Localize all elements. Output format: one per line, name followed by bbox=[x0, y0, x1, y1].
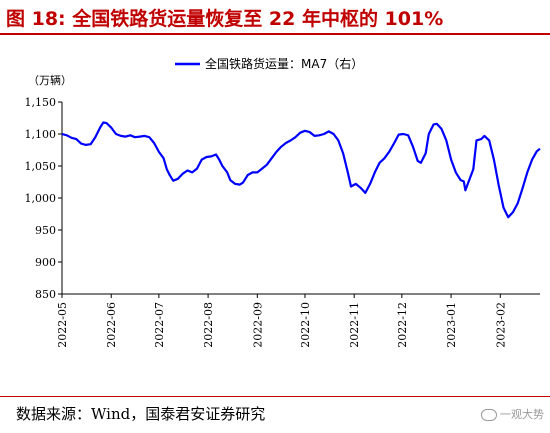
y-tick-label: 1,100 bbox=[25, 128, 57, 141]
legend: 全国铁路货运量：MA7（右） bbox=[175, 56, 363, 71]
x-tick-label: 2023-02 bbox=[494, 302, 507, 348]
title-bar: 图 18: 全国铁路货运量恢复至 22 年中枢的 101% bbox=[0, 0, 550, 34]
series-line bbox=[61, 121, 541, 219]
x-tick-label: 2022-05 bbox=[56, 302, 69, 348]
wechat-icon bbox=[481, 409, 497, 421]
x-tick-label: 2022-08 bbox=[202, 302, 215, 348]
x-tick-label: 2022-10 bbox=[299, 302, 312, 348]
data-source: 数据来源：Wind，国泰君安证券研究 bbox=[16, 405, 266, 423]
y-tick-label: 1,150 bbox=[25, 96, 57, 109]
x-tick-label: 2022-06 bbox=[105, 302, 118, 348]
y-tick-label: 1,000 bbox=[25, 192, 57, 205]
x-tick-label: 2022-12 bbox=[396, 302, 409, 348]
y-ticks: 1,150 1,100 1,050 1,000 950 900 850 bbox=[25, 96, 62, 301]
y-tick-label: 850 bbox=[35, 288, 56, 301]
figure-title: 图 18: 全国铁路货运量恢复至 22 年中枢的 101% bbox=[6, 8, 444, 30]
footer-rule bbox=[0, 396, 550, 397]
line-chart: （万辆） 全国铁路货运量：MA7（右） 1,150 1,100 1,050 1,000… bbox=[25, 56, 541, 348]
axes bbox=[61, 102, 540, 295]
x-ticks: 2022-05 2022-06 2022-07 2022-08 2022-09 2022-… bbox=[56, 294, 507, 348]
legend-label: 全国铁路货运量：MA7（右） bbox=[205, 56, 363, 71]
watermark: 一观大势 bbox=[481, 406, 544, 422]
y-tick-label: 900 bbox=[35, 256, 56, 269]
title-rule bbox=[0, 33, 550, 35]
y-axis-unit-label: （万辆） bbox=[28, 73, 72, 87]
x-tick-label: 2022-11 bbox=[348, 302, 361, 348]
y-tick-label: 1,050 bbox=[25, 160, 57, 173]
x-tick-label: 2022-07 bbox=[153, 302, 166, 348]
x-tick-label: 2023-01 bbox=[445, 302, 458, 348]
watermark-text: 一观大势 bbox=[500, 408, 544, 421]
x-tick-label: 2022-09 bbox=[251, 302, 264, 348]
y-tick-label: 950 bbox=[35, 224, 56, 237]
